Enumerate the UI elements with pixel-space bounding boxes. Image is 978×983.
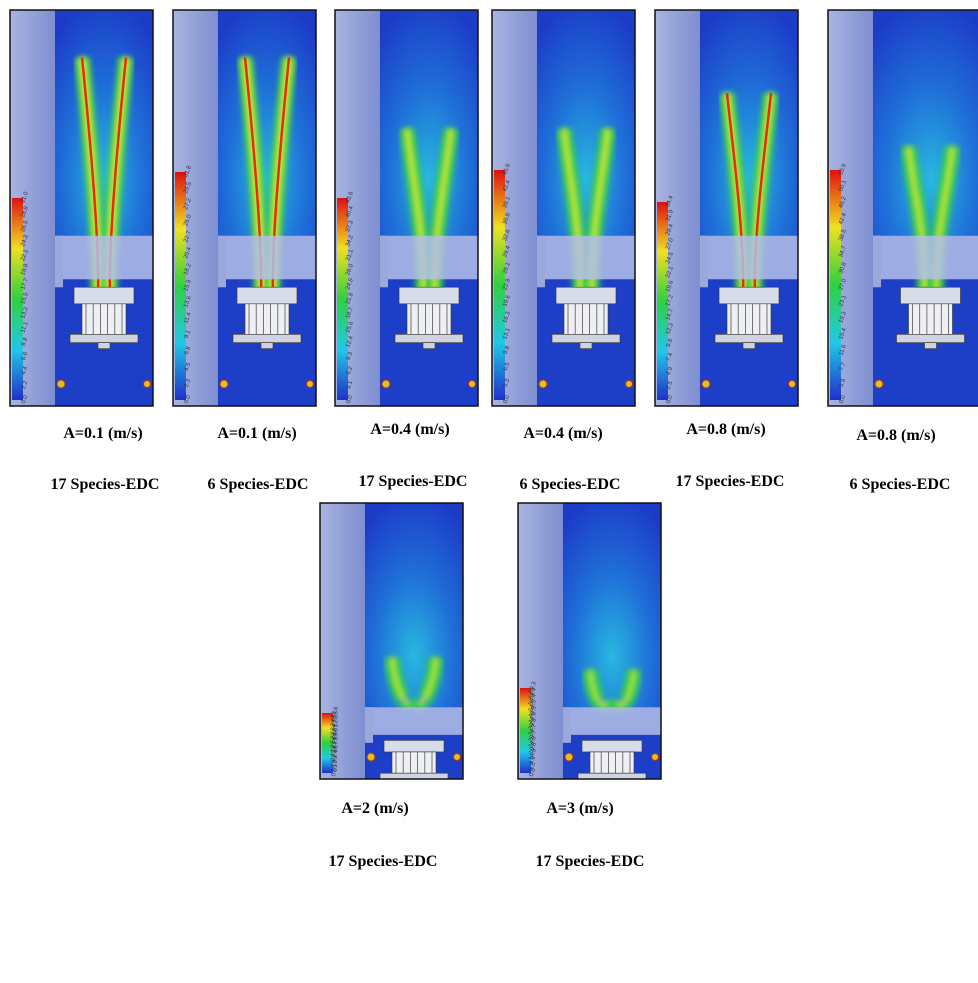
wall-step [537, 236, 545, 288]
hot-spot [307, 381, 314, 388]
injector-top [556, 287, 616, 304]
upper-field [55, 10, 153, 236]
model-label: 17 Species-EDC [676, 473, 785, 490]
injector-base [380, 773, 448, 779]
model-label: 17 Species-EDC [359, 473, 468, 490]
band [700, 236, 798, 280]
contour-panel [335, 10, 478, 406]
injector-base [70, 334, 138, 342]
contour-panel [492, 10, 635, 406]
caption: A=0.1 (m/s) [217, 425, 296, 442]
injector-foot [261, 343, 273, 349]
model-label: 17 Species-EDC [536, 853, 645, 870]
injector-top [901, 287, 961, 304]
injector-foot [408, 779, 420, 785]
wall-step [365, 707, 373, 743]
upper-field [218, 10, 316, 236]
wall-step [873, 236, 881, 288]
upper-field [563, 503, 661, 707]
injector-foot [423, 343, 435, 349]
hot-spot [454, 754, 461, 761]
injector-base [897, 334, 965, 342]
band [563, 707, 661, 735]
hot-spot [565, 753, 573, 761]
model-label: 6 Species-EDC [208, 476, 309, 493]
injector-foot [925, 343, 937, 349]
injector-body [392, 752, 436, 773]
upper-field [537, 10, 635, 236]
injector-body [407, 304, 451, 334]
caption: A=3 (m/s) [546, 800, 613, 817]
caption: A=2 (m/s) [341, 800, 408, 817]
wall-step [55, 236, 63, 288]
injector-foot [606, 779, 618, 785]
band [55, 236, 153, 280]
model-label: 6 Species-EDC [520, 476, 621, 493]
band [365, 707, 463, 735]
upper-field [365, 503, 463, 707]
caption: A=0.1 (m/s) [63, 425, 142, 442]
contour-panel [173, 10, 316, 406]
injector-body [245, 304, 289, 334]
injector-top [582, 740, 642, 752]
injector-top [74, 287, 134, 304]
caption: A=0.8 (m/s) [686, 421, 765, 438]
hot-spot [652, 754, 659, 761]
injector-body [564, 304, 608, 334]
injector-top [384, 740, 444, 752]
hot-spot [469, 381, 476, 388]
model-label: 17 Species-EDC [51, 476, 160, 493]
contour-panel [320, 503, 463, 785]
wall-step [380, 236, 388, 288]
contour-panel [10, 10, 153, 406]
injector-body [727, 304, 771, 334]
injector-foot [98, 343, 110, 349]
hot-spot [367, 753, 375, 761]
hot-spot [875, 380, 883, 388]
band [218, 236, 316, 280]
injector-base [715, 334, 783, 342]
model-label: 6 Species-EDC [850, 476, 951, 493]
band [380, 236, 478, 280]
hot-spot [789, 381, 796, 388]
hot-spot [702, 380, 710, 388]
injector-base [395, 334, 463, 342]
upper-field [700, 10, 798, 236]
contour-panel [518, 503, 661, 785]
injector-foot [580, 343, 592, 349]
wall-step [563, 707, 571, 743]
model-label: 17 Species-EDC [329, 853, 438, 870]
injector-top [237, 287, 297, 304]
caption: A=0.4 (m/s) [370, 421, 449, 438]
injector-foot [743, 343, 755, 349]
upper-field [873, 10, 978, 236]
band [537, 236, 635, 280]
injector-body [82, 304, 126, 334]
contour-panel [655, 10, 798, 406]
hot-spot [144, 381, 151, 388]
injector-base [578, 773, 646, 779]
figure: 0.02.24.46.68.811.113.315.517.719.922.12… [0, 0, 978, 983]
injector-body [909, 304, 953, 334]
hot-spot [539, 380, 547, 388]
contour-panel [828, 10, 978, 406]
wall-step [218, 236, 226, 288]
hot-spot [220, 380, 228, 388]
injector-base [552, 334, 620, 342]
injector-body [590, 752, 634, 773]
injector-base [233, 334, 301, 342]
wall-step [700, 236, 708, 288]
band [873, 236, 978, 280]
injector-top [399, 287, 459, 304]
upper-field [380, 10, 478, 236]
hot-spot [626, 381, 633, 388]
injector-top [719, 287, 779, 304]
hot-spot [57, 380, 65, 388]
caption: A=0.8 (m/s) [856, 427, 935, 444]
hot-spot [382, 380, 390, 388]
caption: A=0.4 (m/s) [523, 425, 602, 442]
